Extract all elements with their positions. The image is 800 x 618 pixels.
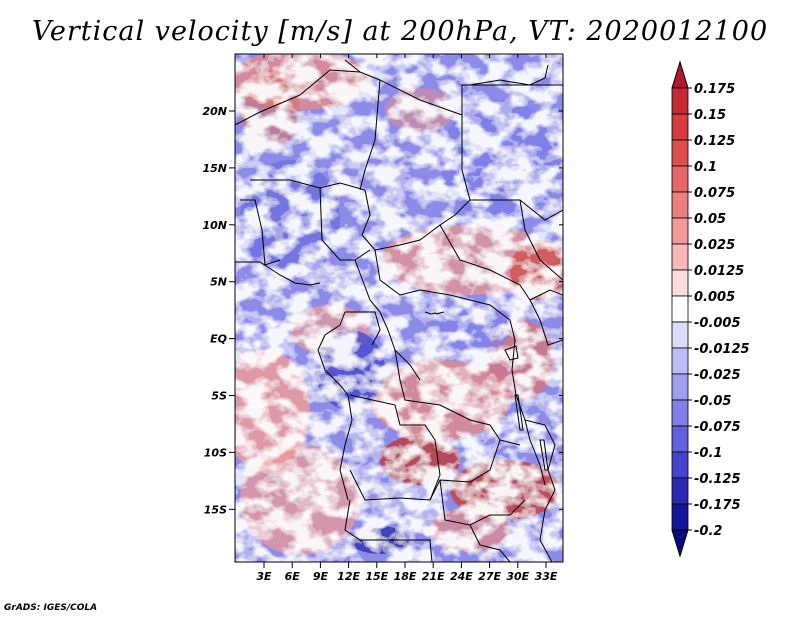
lon-tick-label: 33E: [535, 570, 558, 583]
lat-tick-label: 10S: [204, 446, 227, 459]
colorbar-label: 0.125: [694, 134, 735, 149]
colorbar-segment: [671, 321, 689, 349]
colorbar-segment: [671, 451, 689, 479]
colorbar-segment: [671, 139, 689, 167]
lat-tick-label: 15S: [204, 503, 227, 516]
lon-tick-label: 21E: [422, 570, 445, 583]
lon-tick-label: 6E: [285, 570, 301, 583]
colorbar-label: 0.075: [694, 186, 735, 201]
colorbar-segment: [671, 269, 689, 297]
colorbar-label: 0.175: [694, 82, 735, 97]
colorbar-label: -0.2: [694, 524, 722, 539]
colorbar-segment: [671, 165, 689, 193]
colorbar-label: -0.025: [694, 368, 741, 383]
lon-tick-label: 12E: [337, 570, 360, 583]
colorbar-segment: [671, 425, 689, 453]
colorbar-top-arrow: [671, 60, 689, 89]
colorbar-segment: [671, 191, 689, 219]
colorbar-segment: [671, 217, 689, 245]
colorbar-label: 0.025: [694, 238, 735, 253]
colorbar-label: 0.15: [694, 108, 726, 123]
colorbar-segment: [671, 243, 689, 271]
country-borders: [235, 59, 563, 562]
colorbar-segment: [671, 113, 689, 141]
colorbar-label: -0.125: [694, 472, 741, 487]
colorbar-segment: [671, 399, 689, 427]
colorbar-label: -0.005: [694, 316, 741, 331]
colorbar-label: 0.0125: [694, 264, 744, 279]
colorbar-label: -0.05: [694, 394, 731, 409]
colorbar-label: 0.05: [694, 212, 726, 227]
lat-tick-label: 5S: [211, 390, 227, 403]
lon-tick-label: 18E: [394, 570, 417, 583]
lon-tick-label: 3E: [256, 570, 272, 583]
lat-tick-label: EQ: [210, 333, 227, 346]
colorbar-segment: [671, 347, 689, 375]
lon-tick-label: 30E: [506, 570, 529, 583]
lat-tick-label: 20N: [202, 105, 227, 118]
lon-tick-label: 9E: [313, 570, 329, 583]
grads-credit: GrADS: IGES/COLA: [4, 603, 98, 613]
colorbar-bottom-arrow: [671, 529, 689, 558]
colorbar-segment: [671, 295, 689, 323]
lon-tick-label: 27E: [478, 570, 501, 583]
colorbar-label: -0.0125: [694, 342, 750, 357]
lon-tick-label: 24E: [450, 570, 473, 583]
colorbar-segment: [671, 87, 689, 115]
colorbar-label: 0.005: [694, 290, 735, 305]
lon-tick-label: 15E: [365, 570, 388, 583]
colorbar-segment: [671, 503, 689, 531]
plot-title: Vertical velocity [m/s] at 200hPa, VT: 2…: [31, 16, 769, 47]
colorbar-label: -0.1: [694, 446, 722, 461]
colorbar-segment: [671, 373, 689, 401]
colorbar-label: -0.075: [694, 420, 741, 435]
colorbar-segment: [671, 477, 689, 505]
velocity-field: [235, 54, 563, 562]
map-axes: 3E 6E 9E 12E 15E 18E 21E 24E 27E 30E 33E 20N 15N 10N 5…: [202, 54, 563, 583]
colorbar: 0.175 0.15 0.125 0.1 0.075 0.05 0.025 0.0125 0.0…: [671, 60, 750, 558]
colorbar-label: 0.1: [694, 160, 717, 175]
map-frame: [234, 53, 564, 563]
lat-tick-label: 15N: [202, 162, 227, 175]
lat-tick-label: 10N: [202, 219, 227, 232]
colorbar-label: -0.175: [694, 498, 741, 513]
lat-tick-label: 5N: [210, 276, 227, 289]
